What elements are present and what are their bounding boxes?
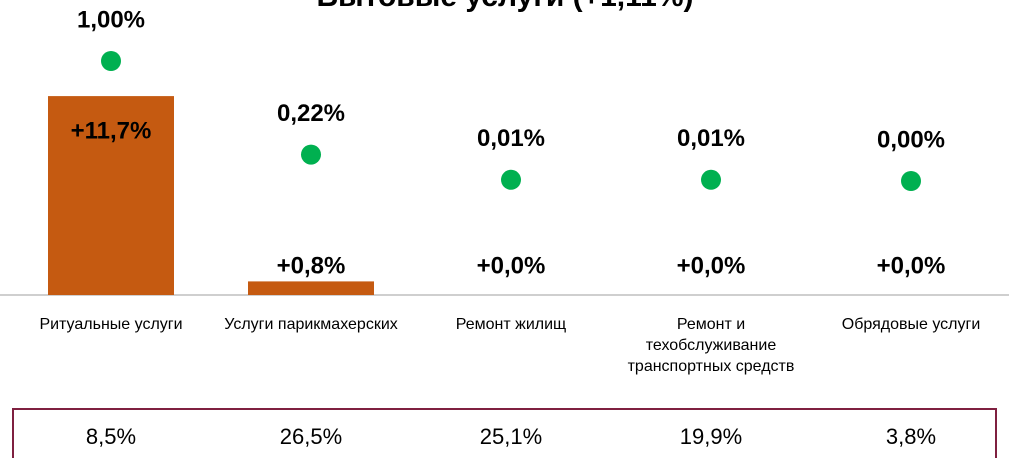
point: [901, 171, 921, 191]
table-cell: 19,9%: [679, 424, 743, 449]
x-tick-label: Обрядовые услуги: [841, 316, 981, 333]
point: [501, 169, 521, 190]
bar-value-label: +0,8%: [277, 252, 346, 279]
table-cell: 26,5%: [279, 424, 343, 449]
x-tick-label: Услуги парикмахерских: [224, 316, 398, 333]
bar-value-label: +11,7%: [71, 117, 152, 144]
point: [101, 51, 121, 71]
bar-value-label: +0,0%: [677, 252, 746, 279]
table-cell: 25,1%: [479, 424, 543, 449]
point-value-label: 0,01%: [477, 125, 545, 152]
bar-value-label: +0,0%: [477, 252, 546, 279]
table-cell: 3,8%: [885, 424, 937, 449]
x-tick-label: Ремонт и техобслуживание транспортных ср…: [627, 316, 795, 375]
point-value-label: 0,22%: [277, 100, 345, 127]
point: [301, 144, 321, 165]
bar: [48, 96, 174, 295]
chart-title: Бытовые услуги (+1,11%): [316, 0, 693, 13]
table-cell: 8,5%: [85, 424, 137, 449]
point-value-label: 0,00%: [877, 126, 945, 153]
bar-value-label: +0,0%: [877, 252, 946, 279]
table-box: [12, 408, 997, 458]
x-tick-label: Ремонт жилищ: [455, 316, 567, 333]
point-value-label: 1,00%: [77, 6, 145, 33]
point: [701, 169, 721, 190]
x-tick-label: Ритуальные услуги: [39, 316, 183, 333]
point-value-label: 0,01%: [677, 125, 745, 152]
bar: [248, 281, 374, 295]
